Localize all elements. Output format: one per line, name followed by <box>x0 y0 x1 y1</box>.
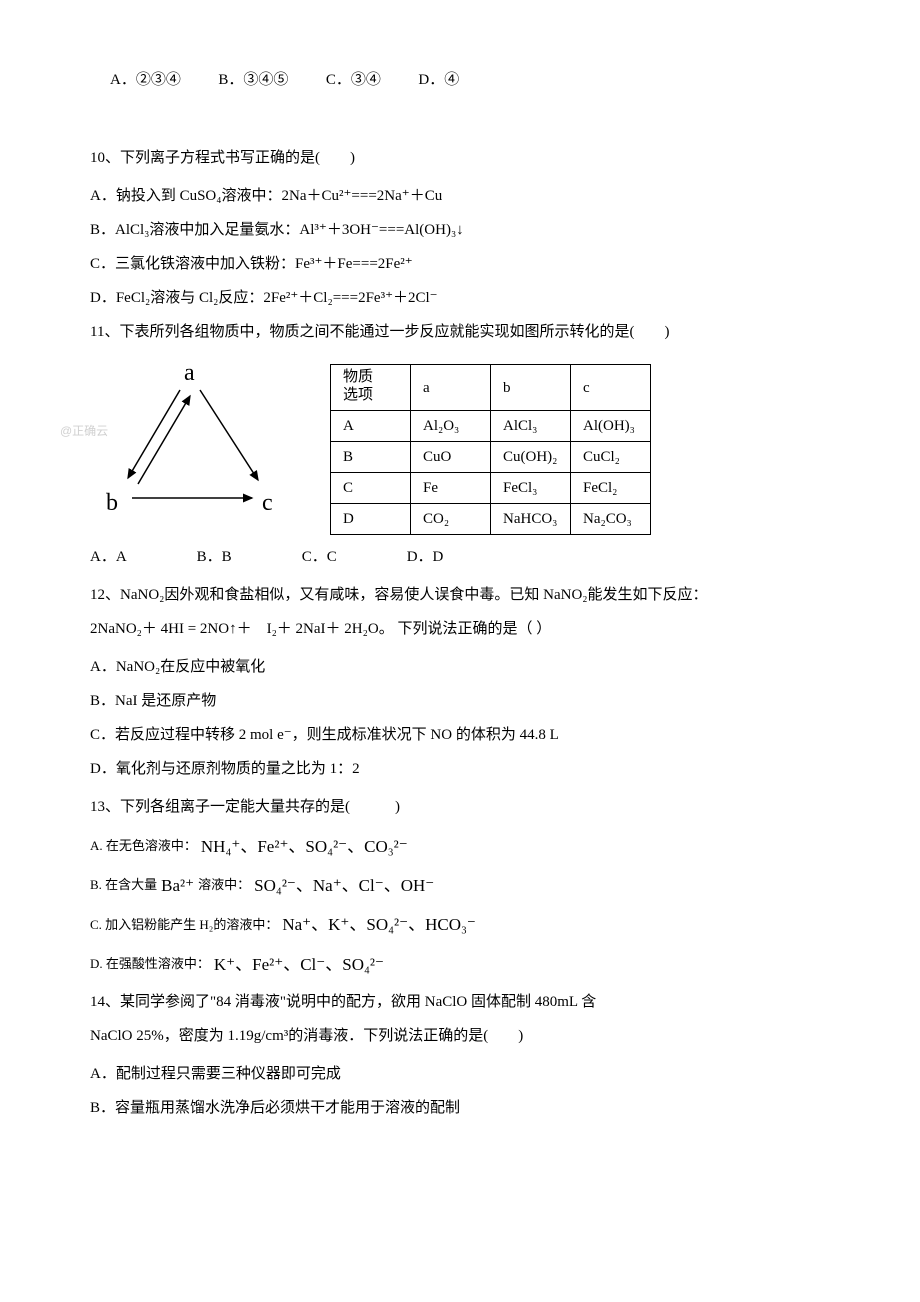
table-row: B CuO Cu(OH)₂ CuCl₂ <box>331 442 651 473</box>
q10-optA: A．钠投入到 CuSO₄溶液中：2Na＋Cu²⁺===2Na⁺＋Cu <box>90 184 850 208</box>
q11-options: A．A B．B C．C D．D <box>90 545 850 569</box>
q11-diagram: @正确云 a b c <box>90 358 290 518</box>
q11-optB: B．B <box>197 545 232 569</box>
q12-stem2: 2NaNO₂＋ 4HI = 2NO↑＋ I₂＋ 2NaI＋ 2H₂O。 下列说法… <box>90 617 850 641</box>
q14-optA: A．配制过程只需要三种仪器即可完成 <box>90 1062 850 1086</box>
q12-stem1: 12、NaNO₂因外观和食盐相似，又有咸味，容易使人误食中毒。已知 NaNO₂能… <box>90 583 850 607</box>
q11-table: 物质 选项 a b c A Al₂O₃ AlCl₃ Al(OH)₃ B CuO … <box>330 364 651 535</box>
node-b: b <box>106 484 118 522</box>
q11-optC: C．C <box>302 545 337 569</box>
q13-C-ions: Na⁺、K⁺、SO₄²⁻、HCO₃⁻ <box>282 911 476 938</box>
q9-optC: C．③④ <box>326 72 381 88</box>
q13-optB: B. 在含大量 Ba²⁺ 溶液中： SO₄²⁻、Na⁺、Cl⁻、OH⁻ <box>90 872 850 899</box>
q12-optC: C．若反应过程中转移 2 mol e⁻，则生成标准状况下 NO 的体积为 44.… <box>90 723 850 747</box>
th-0: 物质 选项 <box>331 365 411 411</box>
q13-D-pre: D. 在强酸性溶液中： <box>90 954 210 975</box>
q9-options: A．②③④ B．③④⑤ C．③④ D．④ <box>110 68 850 92</box>
q11-content-row: @正确云 a b c 物质 选项 a b c A <box>90 358 850 535</box>
th-2: b <box>491 365 571 411</box>
q13-C-pre: C. 加入铝粉能产生 H₂的溶液中： <box>90 915 278 936</box>
q13-D-ions: K⁺、Fe²⁺、Cl⁻、SO₄²⁻ <box>214 951 384 978</box>
q13-A-ions: NH₄⁺、Fe²⁺、SO₄²⁻、CO₃²⁻ <box>201 833 408 860</box>
q13-optC: C. 加入铝粉能产生 H₂的溶液中： Na⁺、K⁺、SO₄²⁻、HCO₃⁻ <box>90 911 850 938</box>
q11-optD: D．D <box>407 545 444 569</box>
table-row: D CO₂ NaHCO₃ Na₂CO₃ <box>331 504 651 535</box>
q13-A-pre: A. 在无色溶液中： <box>90 836 197 857</box>
q12-optD: D．氧化剂与还原剂物质的量之比为 1：2 <box>90 757 850 781</box>
q13-stem: 13、下列各组离子一定能大量共存的是( ) <box>90 795 850 819</box>
q13-optA: A. 在无色溶液中： NH₄⁺、Fe²⁺、SO₄²⁻、CO₃²⁻ <box>90 833 850 860</box>
q11-optA: A．A <box>90 545 127 569</box>
q12-optA: A．NaNO₂在反应中被氧化 <box>90 655 850 679</box>
q10-stem: 10、下列离子方程式书写正确的是( ) <box>90 146 850 170</box>
q10-optC: C．三氯化铁溶液中加入铁粉：Fe³⁺＋Fe===2Fe²⁺ <box>90 252 850 276</box>
q14-stem1: 14、某同学参阅了"84 消毒液"说明中的配方，欲用 NaClO 固体配制 48… <box>90 990 850 1014</box>
q14-optB: B．容量瓶用蒸馏水洗净后必须烘干才能用于溶液的配制 <box>90 1096 850 1120</box>
q13-B-post: 溶液中： <box>198 875 250 896</box>
q13-optD: D. 在强酸性溶液中： K⁺、Fe²⁺、Cl⁻、SO₄²⁻ <box>90 951 850 978</box>
q10-optB: B．AlCl₃溶液中加入足量氨水：Al³⁺＋3OH⁻===Al(OH)₃↓ <box>90 218 850 242</box>
q12-optB: B．NaI 是还原产物 <box>90 689 850 713</box>
th-3: c <box>571 365 651 411</box>
q13-B-pre: B. 在含大量 <box>90 875 157 896</box>
q11-stem: 11、下表所列各组物质中，物质之间不能通过一步反应就能实现如图所示转化的是( ) <box>90 320 850 344</box>
q14-stem2: NaClO 25%，密度为 1.19g/cm³的消毒液．下列说法正确的是( ) <box>90 1024 850 1048</box>
table-row: A Al₂O₃ AlCl₃ Al(OH)₃ <box>331 411 651 442</box>
node-a: a <box>184 354 195 392</box>
q13-B-mid: Ba²⁺ <box>161 872 194 899</box>
watermark-text: @正确云 <box>60 422 108 441</box>
th-1: a <box>411 365 491 411</box>
table-header-row: 物质 选项 a b c <box>331 365 651 411</box>
q9-optD: D．④ <box>418 72 459 88</box>
q9-optA: A．②③④ <box>110 72 181 88</box>
q9-optB: B．③④⑤ <box>218 72 288 88</box>
node-c: c <box>262 484 273 522</box>
q13-B-ions: SO₄²⁻、Na⁺、Cl⁻、OH⁻ <box>254 872 434 899</box>
q10-optD: D．FeCl₂溶液与 Cl₂反应：2Fe²⁺＋Cl₂===2Fe³⁺＋2Cl⁻ <box>90 286 850 310</box>
table-row: C Fe FeCl₃ FeCl₂ <box>331 473 651 504</box>
